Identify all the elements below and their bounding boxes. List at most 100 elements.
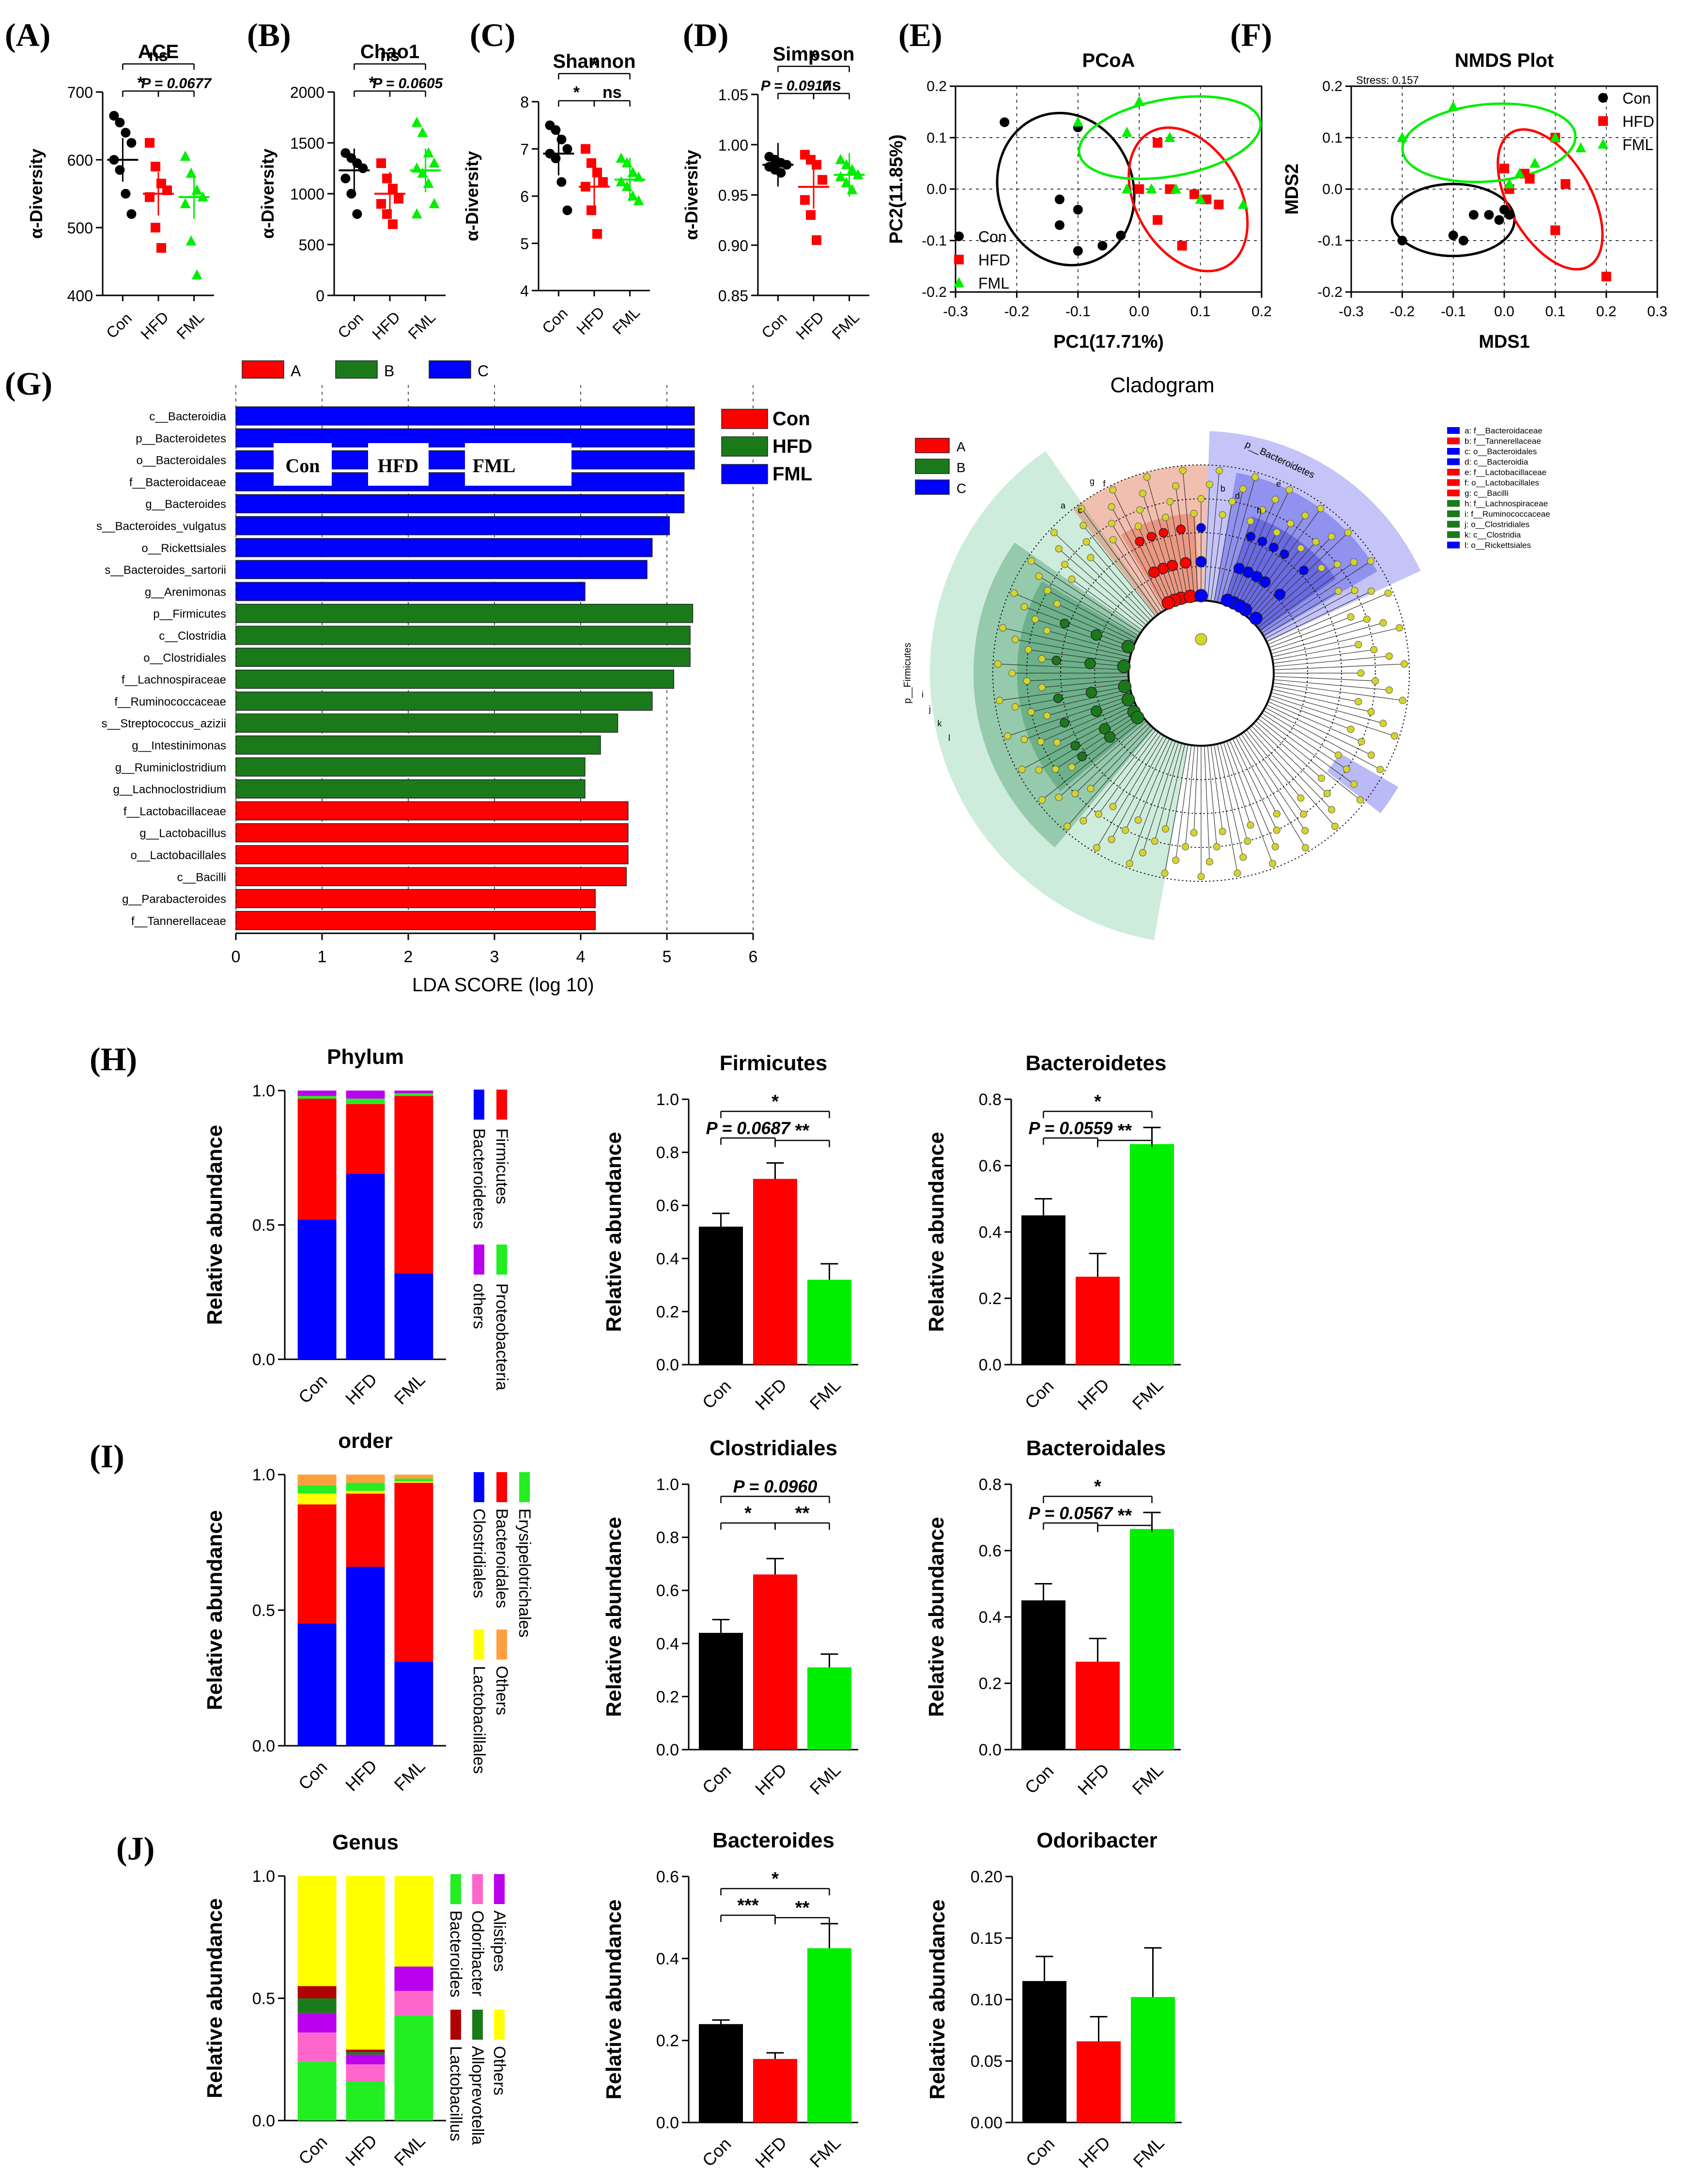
tree-node	[1271, 843, 1279, 851]
tick-label: 0.2	[1251, 304, 1272, 320]
sig-label: ***	[737, 1895, 759, 1916]
bar-label: g__Parabacteroides	[122, 893, 226, 906]
tree-branch	[1111, 523, 1164, 611]
tick-label: 1.0	[656, 1476, 679, 1494]
axis-label: PC1(17.71%)	[1053, 332, 1164, 352]
tick-label: 0.2	[979, 1675, 1002, 1693]
tree-node	[1197, 873, 1205, 880]
stack-segment	[346, 1491, 385, 1494]
tree-ring	[992, 464, 1410, 882]
data-point	[185, 168, 197, 178]
tree-node	[1239, 485, 1247, 493]
tree-node	[1044, 586, 1051, 594]
tick-label: 0.6	[656, 1582, 679, 1600]
tick-label: 5	[663, 948, 672, 966]
tree-branch	[998, 663, 1129, 670]
data-point	[598, 177, 608, 187]
data-point	[376, 199, 386, 209]
tree-node	[1350, 780, 1358, 788]
tree-branch	[1226, 509, 1263, 605]
data-point	[1601, 272, 1611, 282]
data-point	[411, 117, 422, 127]
data-point	[191, 269, 202, 279]
tick-label: 1.0	[656, 1091, 679, 1109]
panel-label: (F)	[1230, 16, 1272, 53]
lda-bar	[235, 801, 629, 821]
tree-node	[1136, 506, 1144, 514]
tree-node	[1285, 486, 1293, 494]
biomarker-node	[1070, 741, 1080, 751]
panel-label: (A)	[5, 16, 50, 53]
axis-label: α-Diversity	[462, 151, 482, 241]
chart-title: Cladogram	[1110, 373, 1214, 397]
tree-branch	[1098, 731, 1159, 815]
tree-branch	[1112, 733, 1161, 807]
tick-label: -0.1	[922, 233, 947, 249]
tick-label: FML	[1128, 1760, 1167, 1799]
tick-label: 3	[490, 948, 499, 966]
lda-bar	[235, 713, 618, 733]
lda-bar	[235, 406, 695, 426]
legend-label: Lactobacillus	[447, 2046, 465, 2141]
data-point	[812, 235, 821, 245]
tick-label: 7	[520, 141, 529, 158]
tree-node	[1213, 843, 1220, 851]
data-point	[180, 151, 191, 161]
tree-node	[1020, 603, 1028, 611]
data-point	[1097, 241, 1108, 251]
tick-label: HFD	[792, 308, 827, 343]
tick-label: FML	[828, 308, 863, 343]
tree-branch	[1271, 622, 1384, 654]
stack-segment	[297, 1485, 337, 1494]
tree-branch	[1204, 745, 1210, 862]
sig-label: P = 0.0687	[706, 1118, 791, 1138]
data-point	[954, 277, 964, 287]
stack-segment	[297, 1986, 337, 1999]
tree-node	[1011, 635, 1019, 643]
tree-branch	[1214, 744, 1238, 874]
tick-label: 0.1	[926, 130, 947, 146]
chart-I2: Clostridiales 0.0 0.2 0.4 0.6 0.8 1.0 Relative …	[602, 1436, 858, 1799]
tree-branch	[1146, 477, 1182, 603]
tree-node	[1122, 826, 1129, 834]
tree-node	[1071, 790, 1079, 798]
tick-label: FML	[173, 308, 207, 343]
tree-node	[1035, 572, 1043, 580]
biomarker-node	[1121, 640, 1135, 654]
tick-label: 0.0	[1494, 304, 1514, 320]
tree-node	[1143, 473, 1151, 481]
tree-node	[1053, 738, 1061, 746]
tick-label: 0.8	[656, 1144, 679, 1162]
tree-branch	[1083, 729, 1156, 821]
tree-branch	[1273, 679, 1389, 691]
axis-label: LDA SCORE (log 10)	[412, 974, 594, 996]
tree-node	[1347, 613, 1355, 621]
clade-letter: e	[1276, 479, 1281, 489]
data-point	[1550, 225, 1560, 235]
clade-letter: c	[1078, 506, 1082, 515]
legend-label: B	[957, 460, 966, 475]
tree-branch	[1165, 744, 1186, 829]
data-point	[388, 219, 398, 229]
tree-node	[1024, 646, 1032, 654]
biomarker-node	[1060, 618, 1069, 629]
key-label: e: f__Lactobacillaceae	[1465, 468, 1546, 477]
legend-label: Erysipelotrichales	[515, 1508, 534, 1637]
tick-label: 0.1	[1322, 130, 1343, 146]
tree-node	[1108, 503, 1115, 511]
data-point	[954, 255, 964, 264]
panel-label: (D)	[683, 16, 728, 53]
tree-node	[1053, 600, 1061, 608]
confidence-ellipse	[1127, 126, 1249, 273]
data-point	[1525, 174, 1535, 184]
tick-label: 700	[67, 84, 93, 101]
chart-J3: Odoribacter 0.00 0.05 0.10 0.15 0.20 Relative …	[926, 1829, 1182, 2172]
tree-node	[1273, 826, 1281, 834]
stack-segment	[297, 1475, 337, 1486]
tick-label: -0.2	[1389, 304, 1415, 320]
legend-swatch	[915, 459, 950, 474]
stack-segment	[346, 2049, 385, 2052]
sig-label: *	[1094, 1092, 1101, 1112]
tick-label: 0.0	[656, 1356, 679, 1374]
tree-node	[1023, 677, 1031, 685]
